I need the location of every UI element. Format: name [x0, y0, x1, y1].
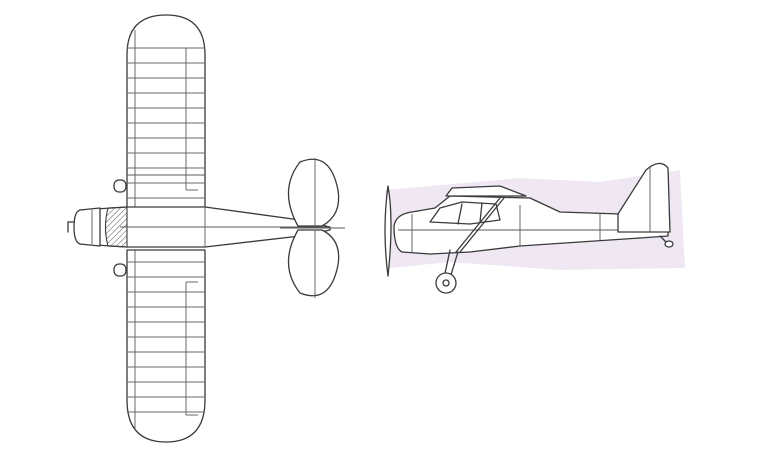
tail-wheel: [664, 240, 674, 248]
side-propeller: [384, 185, 392, 277]
top-wheel-upper: [113, 179, 127, 193]
top-view: [67, 14, 345, 443]
lower-wing: [126, 249, 206, 443]
side-wing: [445, 185, 527, 197]
horizontal-stabilizer: [280, 158, 345, 298]
upper-wing: [126, 14, 206, 211]
upper-wing-ribs: [127, 47, 205, 199]
engine-cowling: [73, 207, 101, 247]
top-wheel-lower: [113, 263, 127, 277]
side-view: [384, 162, 685, 294]
lower-wing-ribs: [127, 261, 205, 413]
wing-strut: [455, 197, 501, 253]
vertical-fin: [617, 162, 671, 233]
windshield-top: [104, 206, 128, 248]
